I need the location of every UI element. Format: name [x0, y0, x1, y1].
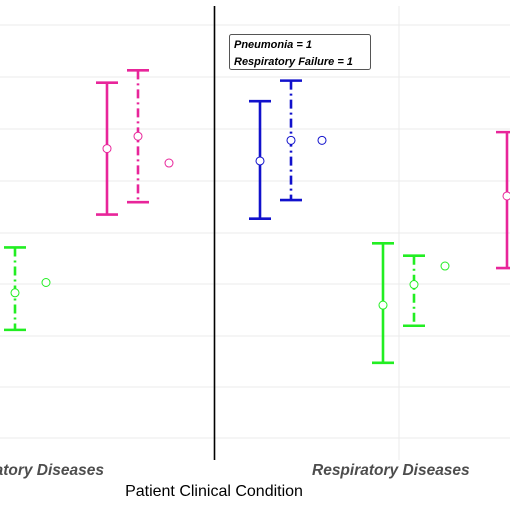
point-p1-g2-e0 — [502, 191, 510, 201]
point-p1-g1-e1 — [409, 280, 419, 290]
point-p1-g0-e0 — [255, 156, 265, 166]
point-p0-g1-e1 — [133, 131, 143, 141]
point-p0-g0-e0 — [10, 288, 20, 298]
annotation-line-1: Pneumonia = 1 — [234, 39, 312, 51]
point-p1-g0-e2 — [317, 135, 327, 145]
point-p0-g1-e2 — [164, 158, 174, 168]
legend-box — [229, 34, 371, 70]
category-label-left: Respiratory Diseases — [0, 462, 104, 479]
gridlines — [0, 6, 510, 460]
error-bars — [4, 69, 510, 365]
legend-annotation: Pneumonia = 1 Respiratory Failure = 1 — [229, 34, 371, 70]
error-bar-p1-g1-e1 — [403, 254, 425, 328]
point-p0-g1-e0 — [102, 144, 112, 154]
x-axis-title: Patient Clinical Condition — [125, 483, 303, 500]
point-p0-g0-e1 — [41, 278, 51, 287]
point-p1-g0-e1 — [286, 135, 296, 145]
annotation-line-2: Respiratory Failure = 1 — [234, 56, 353, 68]
category-label-right: Respiratory Diseases — [312, 462, 470, 479]
point-p1-g1-e2 — [440, 261, 450, 271]
point-p1-g1-e0 — [378, 300, 388, 310]
